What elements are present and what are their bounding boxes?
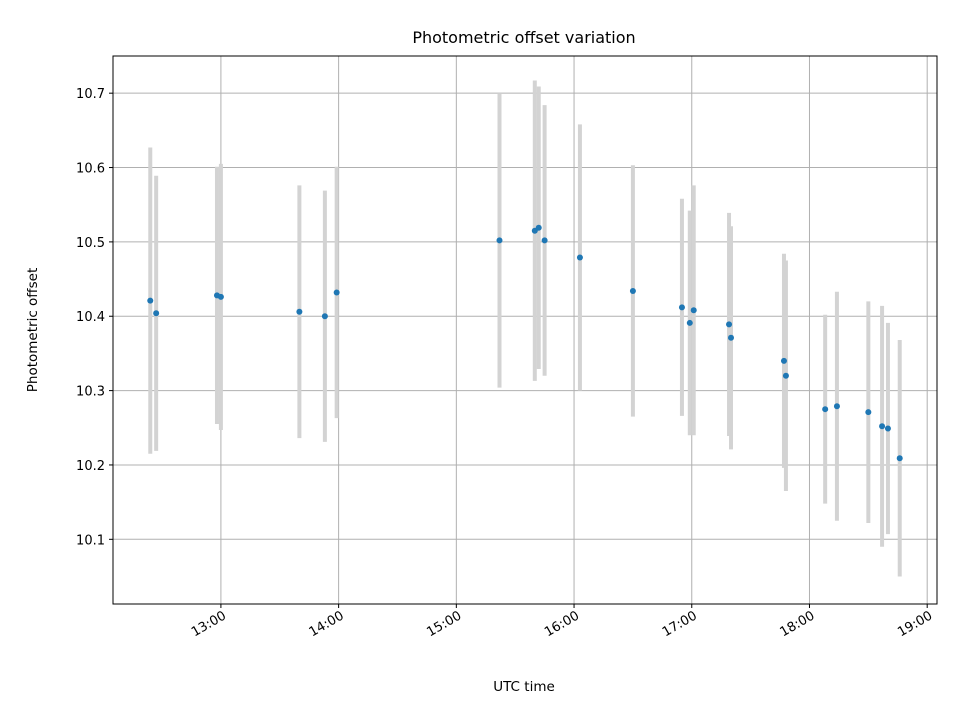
y-tick-label: 10.2 [76, 459, 105, 474]
data-point [686, 319, 693, 326]
data-point [333, 289, 340, 296]
data-point [576, 254, 583, 261]
data-point [496, 237, 503, 244]
data-point [865, 409, 872, 416]
data-point [780, 357, 787, 364]
data-point [879, 423, 886, 430]
x-tick-label: 19:00 [895, 608, 935, 640]
data-point [296, 308, 303, 315]
chart-title: Photometric offset variation [412, 28, 635, 47]
data-point [678, 304, 685, 311]
x-tick-label: 15:00 [424, 608, 464, 640]
x-axis-label: UTC time [493, 679, 555, 695]
plot-frame [112, 55, 938, 605]
data-point [629, 287, 636, 294]
x-tick-label: 17:00 [660, 608, 700, 640]
data-point [884, 425, 891, 432]
y-axis-label: Photometric offset [25, 268, 41, 392]
errorbar-layer [148, 80, 902, 577]
data-point [782, 372, 789, 379]
data-point [153, 310, 160, 317]
data-point [896, 455, 903, 462]
data-point [833, 403, 840, 410]
data-point [541, 237, 548, 244]
y-tick-label: 10.1 [76, 533, 105, 548]
y-tick-label: 10.6 [76, 162, 105, 177]
y-tick-label: 10.7 [76, 87, 105, 102]
x-tick-label: 18:00 [778, 608, 818, 640]
y-tick-label: 10.4 [76, 310, 105, 325]
data-point [690, 307, 697, 314]
tick-layer: 10.1 10.2 10.3 10.4 10.5 10.6 10.7 13:00 14:00 15… [76, 87, 935, 640]
data-point [822, 406, 829, 413]
y-tick-label: 10.5 [76, 236, 105, 251]
data-point [217, 293, 224, 300]
x-tick-label: 16:00 [542, 608, 582, 640]
data-point [728, 334, 734, 341]
data-point [535, 224, 542, 231]
data-point [321, 313, 328, 320]
data-point [726, 321, 733, 328]
data-point [147, 297, 154, 304]
x-tick-label: 14:00 [307, 608, 347, 640]
grid-layer [113, 56, 937, 604]
y-tick-label: 10.3 [76, 385, 105, 400]
point-layer [147, 224, 903, 462]
x-tick-label: 13:00 [189, 608, 229, 640]
